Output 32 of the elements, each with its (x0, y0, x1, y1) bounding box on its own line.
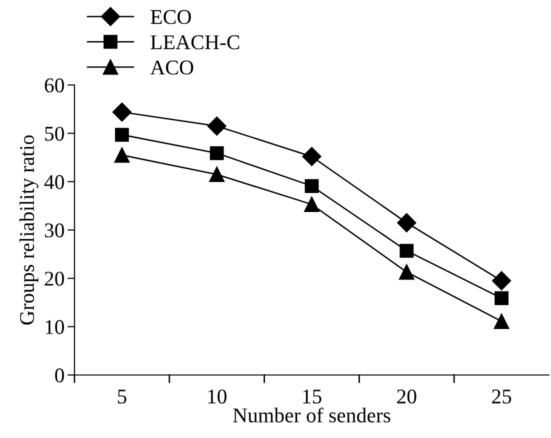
point (210, 146, 224, 160)
point (494, 291, 508, 306)
point (114, 147, 130, 163)
point (302, 147, 322, 166)
y-axis-title: Groups reliability ratio (19, 135, 38, 325)
point (207, 116, 226, 136)
point (399, 264, 414, 280)
y-tick-label: 60 (44, 78, 64, 92)
y-tick-label: 10 (46, 320, 64, 334)
y-tick-label: 0 (55, 368, 64, 382)
y-tick-label: 50 (45, 126, 64, 141)
point (492, 271, 512, 290)
point (304, 179, 319, 193)
x-tick-label: 5 (118, 390, 126, 404)
x-tick-label: 15 (303, 390, 322, 404)
point (494, 314, 510, 329)
x-axis-title: Number of senders (233, 408, 390, 422)
x-tick-label: 10 (208, 389, 226, 404)
x-tick-label: 20 (397, 389, 416, 404)
point (304, 196, 320, 212)
legend-label: ACO (150, 60, 194, 75)
point (400, 244, 414, 258)
y-tick-label: 30 (44, 223, 64, 238)
legend-label: ECO (150, 10, 191, 24)
point (115, 128, 129, 142)
x-tick-label: 25 (492, 390, 512, 404)
y-tick-label: 40 (44, 175, 64, 190)
point (112, 102, 132, 122)
y-tick-label: 20 (44, 272, 64, 286)
legend-label: LEACH-C (150, 35, 240, 50)
point (397, 213, 416, 232)
point (209, 166, 224, 182)
